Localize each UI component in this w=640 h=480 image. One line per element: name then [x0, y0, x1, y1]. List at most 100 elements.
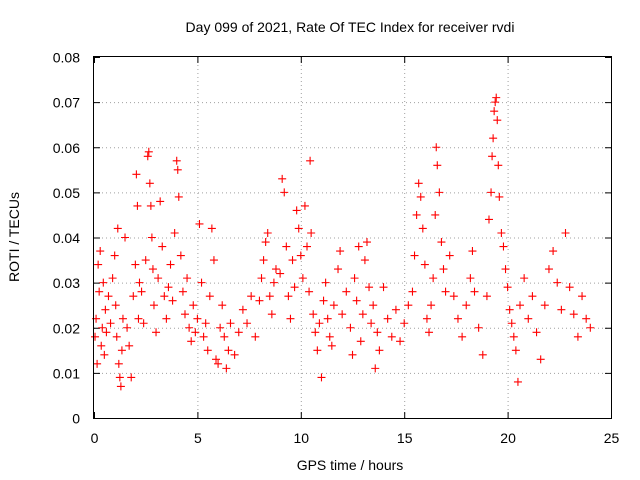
data-point — [147, 233, 156, 242]
y-axis-label: ROTI / TECUs — [6, 192, 22, 282]
data-point — [582, 314, 591, 323]
data-point — [93, 359, 102, 368]
data-point — [470, 287, 479, 296]
data-point — [173, 165, 182, 174]
data-point — [280, 188, 289, 197]
data-point — [282, 242, 291, 251]
data-point — [117, 346, 126, 355]
data-point — [422, 314, 431, 323]
data-point — [214, 359, 223, 368]
data-point — [141, 256, 150, 265]
data-point — [267, 310, 276, 319]
data-point — [98, 323, 107, 332]
data-point — [553, 278, 562, 287]
data-point — [298, 274, 307, 283]
data-point — [145, 179, 154, 188]
data-point — [536, 355, 545, 364]
data-point — [118, 314, 127, 323]
data-point — [379, 283, 388, 292]
y-tick-label: 0.03 — [53, 275, 80, 291]
data-point — [557, 305, 566, 314]
data-point — [108, 274, 117, 283]
data-point — [549, 247, 558, 256]
y-tick-labels: 0 0.01 0.02 0.03 0.04 0.05 0.06 0.07 0.08 — [53, 50, 80, 427]
data-point — [466, 274, 475, 283]
data-point — [111, 301, 120, 310]
data-point — [367, 319, 376, 328]
data-point — [110, 251, 119, 260]
data-point — [408, 287, 417, 296]
data-point — [187, 337, 196, 346]
data-point — [296, 251, 305, 260]
data-point — [121, 233, 130, 242]
data-point — [205, 292, 214, 301]
data-point — [95, 287, 104, 296]
data-point — [489, 134, 498, 143]
data-point — [100, 350, 109, 359]
data-point — [569, 310, 578, 319]
data-point — [540, 301, 549, 310]
data-point — [131, 260, 140, 269]
data-point — [425, 328, 434, 337]
data-point — [104, 292, 113, 301]
data-point — [170, 228, 179, 237]
data-point — [191, 328, 200, 337]
data-point — [373, 328, 382, 337]
data-point — [544, 265, 553, 274]
data-point — [497, 228, 506, 237]
data-point — [338, 310, 347, 319]
data-point — [276, 269, 285, 278]
data-point — [431, 210, 440, 219]
data-point — [230, 350, 239, 359]
data-point — [578, 292, 587, 301]
data-point — [135, 278, 144, 287]
data-point — [462, 301, 471, 310]
data-point — [144, 147, 153, 156]
data-point — [193, 314, 202, 323]
data-point — [220, 332, 229, 341]
data-point — [209, 256, 218, 265]
data-point — [305, 287, 314, 296]
data-point — [511, 346, 520, 355]
data-point — [106, 319, 115, 328]
data-point — [112, 332, 121, 341]
data-point — [309, 310, 318, 319]
data-point — [348, 350, 357, 359]
data-point — [125, 341, 134, 350]
data-point — [251, 332, 260, 341]
data-point — [158, 242, 167, 251]
data-point — [180, 310, 189, 319]
y-tick-label: 0.04 — [53, 230, 80, 246]
data-point — [441, 287, 450, 296]
data-point — [234, 328, 243, 337]
data-point — [532, 328, 541, 337]
data-point — [148, 265, 157, 274]
data-point — [427, 301, 436, 310]
data-point — [561, 228, 570, 237]
data-point — [195, 219, 204, 228]
data-point — [491, 98, 500, 107]
data-point — [132, 170, 141, 179]
data-point — [494, 161, 503, 170]
data-point — [278, 174, 287, 183]
data-point — [492, 93, 501, 102]
data-point — [189, 301, 198, 310]
data-point — [162, 314, 171, 323]
data-point — [178, 287, 187, 296]
chart-title: Day 099 of 2021, Rate Of TEC Index for r… — [186, 19, 515, 35]
data-point — [400, 319, 409, 328]
data-point — [383, 314, 392, 323]
data-point — [137, 287, 146, 296]
data-point — [317, 373, 326, 382]
data-point — [149, 301, 158, 310]
data-point — [369, 301, 378, 310]
data-point — [360, 256, 369, 265]
data-point — [265, 292, 274, 301]
data-point — [96, 247, 105, 256]
data-point — [284, 292, 293, 301]
y-tick-label: 0.01 — [53, 365, 80, 381]
data-point — [91, 332, 100, 341]
data-point — [375, 346, 384, 355]
data-point — [509, 332, 518, 341]
